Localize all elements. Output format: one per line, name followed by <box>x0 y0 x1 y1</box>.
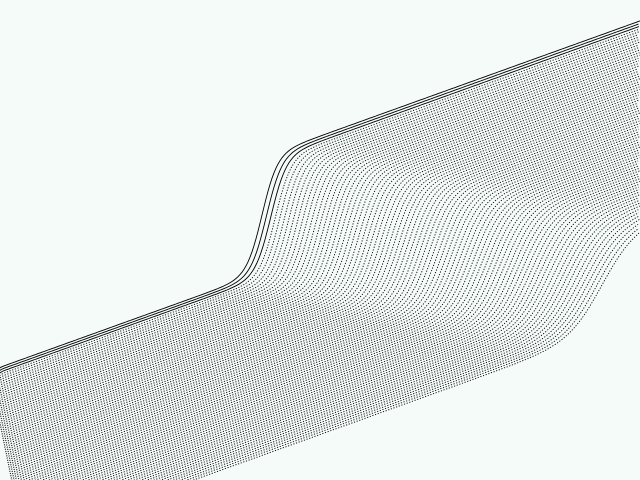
curve-line <box>22 154 640 480</box>
curve-line <box>67 173 639 480</box>
curve-line <box>0 81 639 428</box>
curve-line <box>0 83 640 431</box>
curve-line <box>159 212 639 480</box>
curve-line <box>0 70 639 418</box>
curve-line <box>100 186 639 480</box>
curve-line <box>6 120 640 461</box>
curve-line <box>7 123 640 464</box>
curve-line <box>3 102 639 446</box>
curve-line <box>0 65 640 413</box>
curve-line <box>13 146 640 480</box>
curve-line <box>166 215 640 480</box>
curve-line <box>0 49 640 397</box>
curve-line <box>0 57 639 405</box>
curve-line <box>1 92 639 437</box>
curve-line <box>86 180 640 480</box>
curve-line <box>146 205 640 480</box>
curve-line <box>152 209 639 480</box>
curve-line <box>11 144 640 480</box>
curve-line <box>4 107 640 450</box>
curve-line <box>0 20 640 369</box>
curve-line <box>0 34 639 381</box>
curve-line <box>0 23 639 371</box>
curve-line <box>0 68 639 416</box>
curve-line <box>4 105 639 448</box>
curve-line <box>120 194 640 480</box>
curve-line <box>5 110 640 453</box>
curve-line <box>113 191 640 480</box>
curve-line <box>60 170 640 480</box>
curve-line <box>73 175 639 480</box>
curve-line <box>1 86 640 433</box>
curve-line <box>7 126 639 466</box>
curve-line <box>93 184 639 480</box>
curve-line <box>47 165 640 480</box>
curve-line <box>0 54 640 402</box>
curve-line <box>0 28 640 376</box>
curve-line <box>0 31 640 379</box>
curve-line <box>0 75 640 424</box>
curve-line <box>2 96 640 442</box>
curve-line <box>0 73 640 421</box>
curve-line <box>0 39 640 387</box>
curve-line <box>0 60 639 408</box>
curve-line <box>34 160 639 480</box>
curve-line <box>9 133 640 472</box>
curve-line <box>133 200 640 480</box>
curve-line <box>8 128 639 468</box>
curve-line <box>9 136 640 475</box>
curve-line <box>5 112 640 455</box>
curve-line <box>6 118 639 459</box>
curve-line <box>0 26 640 374</box>
curve-line <box>139 202 640 480</box>
curve-line <box>54 167 640 480</box>
curve-line <box>0 36 639 384</box>
curve-line <box>80 178 640 480</box>
curve-line <box>2 94 639 439</box>
curve-line <box>10 141 640 479</box>
curve-line <box>0 41 640 389</box>
curve-line <box>3 99 640 444</box>
curve-line <box>106 189 640 480</box>
curve-line <box>10 139 639 477</box>
curve-line <box>27 157 640 480</box>
curve-line <box>172 219 640 480</box>
curve-line <box>6 115 639 457</box>
curve-line <box>1 88 640 435</box>
curve-line <box>8 131 640 470</box>
curve-line <box>0 62 640 410</box>
